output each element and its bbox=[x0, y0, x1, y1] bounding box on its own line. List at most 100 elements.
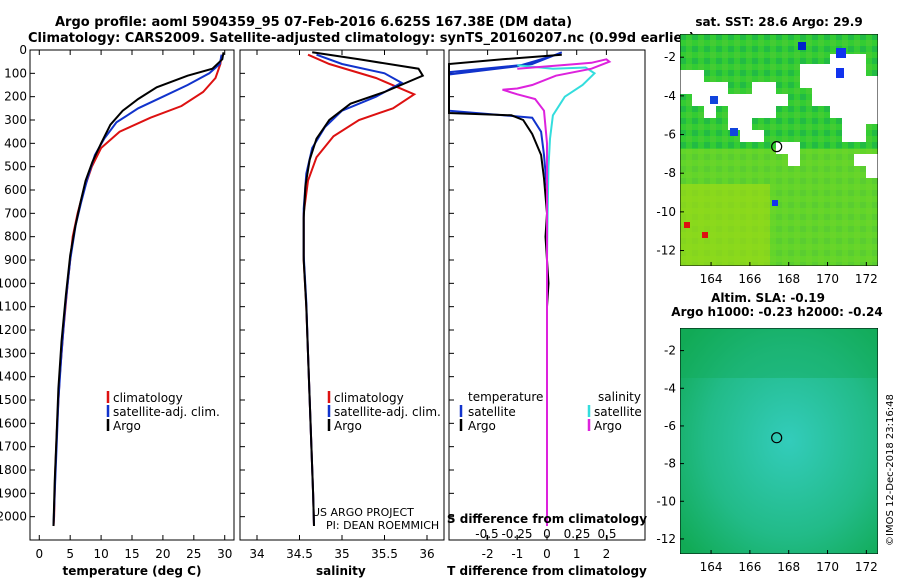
t-difference-xlabel: T difference from climatology bbox=[447, 564, 647, 578]
x-tick-label: 20 bbox=[155, 547, 170, 561]
x-tick-label: 36 bbox=[419, 547, 434, 561]
x-tick-label: 34 bbox=[249, 547, 264, 561]
lat-tick-label: -6 bbox=[664, 128, 676, 142]
salinity-plot-frame bbox=[239, 49, 445, 541]
series-line-s-argo bbox=[502, 58, 612, 526]
y-tick-label: 1200 bbox=[0, 323, 27, 337]
legend-label-t-argo: Argo bbox=[468, 419, 496, 433]
sla-map-title: Altim. SLA: -0.19 bbox=[711, 291, 825, 305]
x-tick-label: 30 bbox=[217, 547, 232, 561]
x-tick-label: 15 bbox=[124, 547, 139, 561]
project-credit-line2: PI: DEAN ROEMMICH bbox=[326, 519, 439, 532]
y-tick-label: 400 bbox=[4, 136, 27, 150]
s-tick-label: -0.5 bbox=[475, 527, 498, 541]
lat-tick-label: -8 bbox=[664, 457, 676, 471]
y-tick-label: 1400 bbox=[0, 370, 27, 384]
lon-tick-label: 168 bbox=[777, 560, 800, 574]
legend-label-s-argo: Argo bbox=[594, 419, 622, 433]
series-line-satellite-adj-clim- bbox=[302, 53, 404, 527]
figure-title-line2: Climatology: CARS2009. Satellite-adjuste… bbox=[28, 31, 695, 46]
lon-tick-label: 170 bbox=[816, 560, 839, 574]
y-tick-label: 1100 bbox=[0, 300, 27, 314]
x-tick-label: 35 bbox=[334, 547, 349, 561]
y-tick-label: 1700 bbox=[0, 440, 27, 454]
lon-tick-label: 172 bbox=[855, 272, 878, 286]
argo-location-marker bbox=[771, 432, 783, 444]
lat-tick-label: -12 bbox=[656, 532, 676, 546]
project-credit-line1: US ARGO PROJECT bbox=[312, 506, 414, 519]
lon-tick-label: 168 bbox=[777, 272, 800, 286]
t-difference-axis-ticks: -2 -1 0 1 2 bbox=[449, 49, 610, 561]
temperature-legend: climatology satellite-adj. clim. Argo bbox=[106, 391, 220, 433]
legend-label-argo: Argo bbox=[334, 419, 362, 433]
series-line-satellite-adj-clim- bbox=[52, 54, 223, 527]
x-tick-label: 1 bbox=[573, 547, 581, 561]
depth-axis-ticks: 0 100 200 300 400 500 600 700 800 900 1000 1100 1200… bbox=[0, 43, 35, 524]
legend-label-climatology: climatology bbox=[334, 391, 404, 405]
series-line-s-satellite bbox=[517, 64, 597, 526]
lon-tick-label: 172 bbox=[855, 560, 878, 574]
sst-map-image bbox=[680, 34, 878, 266]
salinity-xlabel: salinity bbox=[316, 564, 366, 578]
sst-map-lon-ticks: 164 166 168 170 172 bbox=[700, 262, 878, 286]
lon-tick-label: 170 bbox=[816, 272, 839, 286]
lat-tick-label: -4 bbox=[664, 381, 676, 395]
temperature-lines bbox=[52, 52, 225, 527]
lat-tick-label: -8 bbox=[664, 166, 676, 180]
x-tick-label: 0 bbox=[35, 547, 43, 561]
series-line-climatology bbox=[52, 54, 223, 527]
y-tick-label: 900 bbox=[4, 253, 27, 267]
series-line-climatology bbox=[302, 53, 417, 527]
argo-location-marker bbox=[771, 141, 783, 153]
sla-map-lat-ticks: -2 -4 -6 -8 -10 -12 bbox=[656, 344, 684, 546]
sst-map-panel: sat. SST: 28.6 Argo: 29.9 bbox=[656, 15, 878, 286]
sla-map-subtitle: Argo h1000: -0.23 h2000: -0.24 bbox=[671, 305, 882, 319]
sla-map-lon-ticks: 164 166 168 170 172 bbox=[700, 550, 878, 574]
s-difference-axis-ticks: -0.5 -0.25 0 0.25 0.5 bbox=[475, 527, 616, 541]
lon-tick-label: 164 bbox=[700, 560, 723, 574]
s-tick-label: 0 bbox=[543, 527, 551, 541]
lon-tick-label: 166 bbox=[738, 560, 761, 574]
y-tick-label: 1300 bbox=[0, 346, 27, 360]
lat-tick-label: -12 bbox=[656, 244, 676, 258]
x-tick-label: 25 bbox=[186, 547, 201, 561]
series-line-argo bbox=[302, 51, 425, 527]
legend-label-satellite: satellite-adj. clim. bbox=[334, 405, 441, 419]
x-tick-label: 34.5 bbox=[286, 547, 313, 561]
temperature-xlabel: temperature (deg C) bbox=[63, 564, 202, 578]
y-tick-label: 300 bbox=[4, 113, 27, 127]
x-tick-label: 0 bbox=[543, 547, 551, 561]
temperature-panel: 0100200300400500600700800900100011001200… bbox=[0, 43, 235, 578]
y-tick-label: 1800 bbox=[0, 463, 27, 477]
x-tick-label: 35.5 bbox=[371, 547, 398, 561]
y-tick-label: 1600 bbox=[0, 416, 27, 430]
legend-label-satellite: satellite-adj. clim. bbox=[113, 405, 220, 419]
x-tick-label: -1 bbox=[511, 547, 523, 561]
y-tick-label: 700 bbox=[4, 206, 27, 220]
lat-tick-label: -10 bbox=[656, 494, 676, 508]
sst-map-title: sat. SST: 28.6 Argo: 29.9 bbox=[695, 15, 862, 29]
lon-tick-label: 166 bbox=[738, 272, 761, 286]
salinity-legend: climatology satellite-adj. clim. Argo bbox=[327, 391, 441, 433]
sla-map-image bbox=[680, 328, 878, 554]
y-tick-label: 0 bbox=[19, 43, 27, 57]
y-tick-label: 500 bbox=[4, 160, 27, 174]
difference-lines bbox=[448, 51, 612, 526]
legend-title-salinity: salinity bbox=[598, 390, 641, 404]
y-tick-label: 2000 bbox=[0, 510, 27, 524]
y-tick-label: 200 bbox=[4, 90, 27, 104]
lat-tick-label: -2 bbox=[664, 50, 676, 64]
figure-title-line1: Argo profile: aoml 5904359_95 07-Feb-201… bbox=[55, 15, 572, 30]
lat-tick-label: -6 bbox=[664, 419, 676, 433]
sst-map-lat-ticks: -2 -4 -6 -8 -10 -12 bbox=[656, 50, 684, 258]
y-tick-label: 1900 bbox=[0, 486, 27, 500]
s-tick-label: 0.25 bbox=[564, 527, 591, 541]
s-tick-label: -0.25 bbox=[501, 527, 532, 541]
y-tick-label: 1500 bbox=[0, 393, 27, 407]
lat-tick-label: -4 bbox=[664, 89, 676, 103]
y-tick-label: 100 bbox=[4, 66, 27, 80]
x-tick-label: 10 bbox=[93, 547, 108, 561]
s-difference-xlabel: S difference from climatology bbox=[447, 512, 647, 526]
imos-credit: ©IMOS 12-Dec-2018 23:16:48 bbox=[885, 394, 896, 546]
